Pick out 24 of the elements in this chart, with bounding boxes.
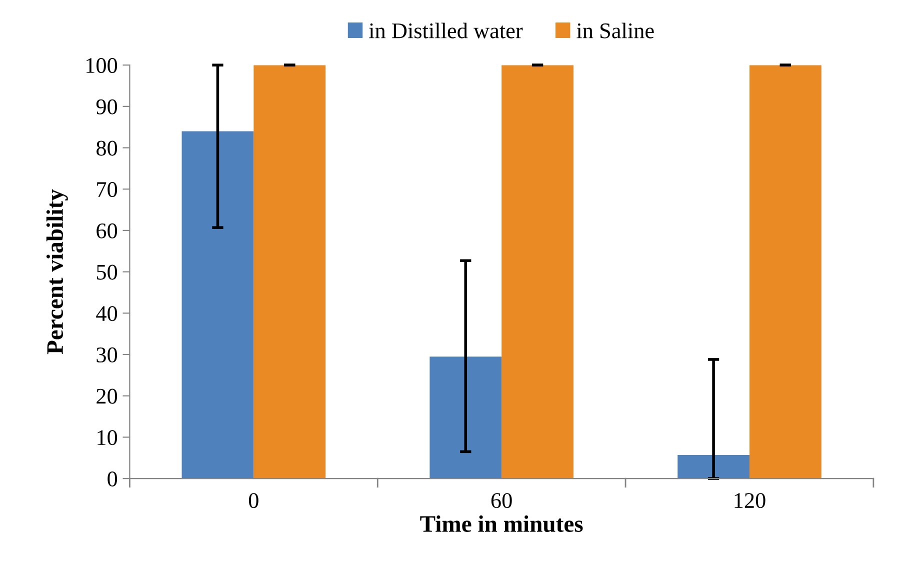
y-tick-label: 100 [86,58,118,74]
y-axis-title: Percent viability [46,189,68,354]
y-tick-label: 20 [96,388,118,404]
y-tick-label: 70 [97,182,118,198]
legend-label: in Saline [576,22,654,38]
bar [254,65,326,479]
y-tick-label: 80 [96,140,118,156]
x-tick-label: 0 [248,493,258,508]
x-axis-title: Time in minutes [420,515,583,532]
y-tick-label: 40 [96,306,118,322]
y-tick-label: 90 [96,99,118,114]
bar [749,65,822,479]
bar [430,356,502,479]
x-tick-label: 60 [491,493,512,508]
y-tick-label: 10 [98,430,118,446]
bar [678,454,750,479]
y-tick-label: 0 [108,471,118,486]
legend-label: in Distilled water [369,22,523,38]
x-tick-label: 120 [734,493,766,508]
bar [502,65,574,479]
y-tick-label: 30 [96,347,118,362]
y-tick-label: 60 [96,223,118,238]
y-tick-label: 50 [96,264,118,280]
bar [182,131,254,479]
